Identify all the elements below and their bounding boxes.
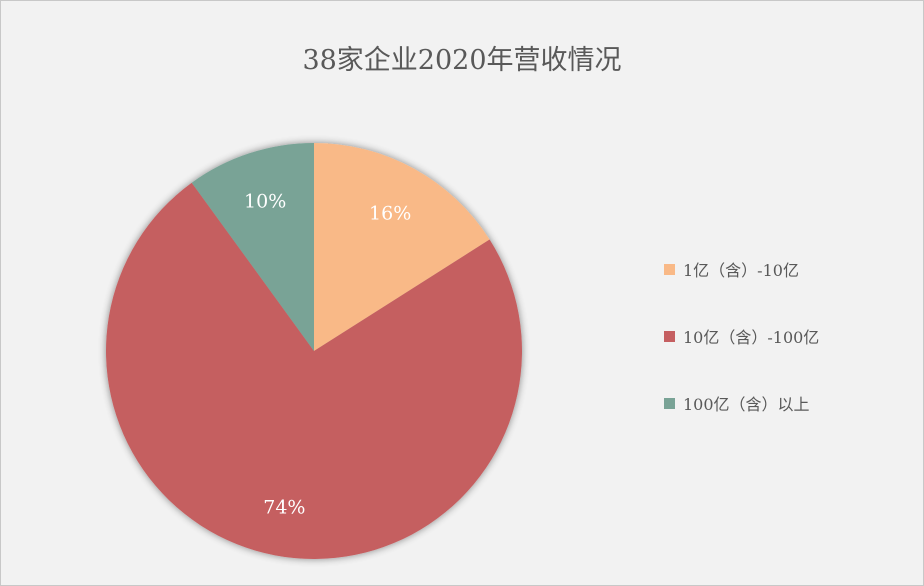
data-label: 74% bbox=[263, 496, 305, 518]
legend: 1亿（含）-10亿 10亿（含）-100亿 100亿（含）以上 bbox=[664, 258, 819, 459]
legend-swatch bbox=[664, 330, 675, 342]
legend-swatch bbox=[664, 263, 675, 275]
legend-label: 1亿（含）-10亿 bbox=[683, 261, 799, 280]
legend-label: 100亿（含）以上 bbox=[683, 395, 810, 414]
pie-slice bbox=[191, 143, 314, 351]
pie-slice bbox=[106, 182, 522, 559]
chart-title: 38家企业2020年营收情况 bbox=[302, 45, 622, 76]
legend-swatch bbox=[664, 397, 675, 409]
data-label: 16% bbox=[369, 202, 411, 224]
data-label: 10% bbox=[244, 191, 286, 213]
legend-item: 1亿（含）-10亿 bbox=[664, 258, 819, 280]
legend-item: 10亿（含）-100亿 bbox=[664, 325, 819, 347]
legend-item: 100亿（含）以上 bbox=[664, 392, 819, 414]
pie-slice bbox=[314, 143, 490, 351]
legend-label: 10亿（含）-100亿 bbox=[683, 328, 820, 347]
